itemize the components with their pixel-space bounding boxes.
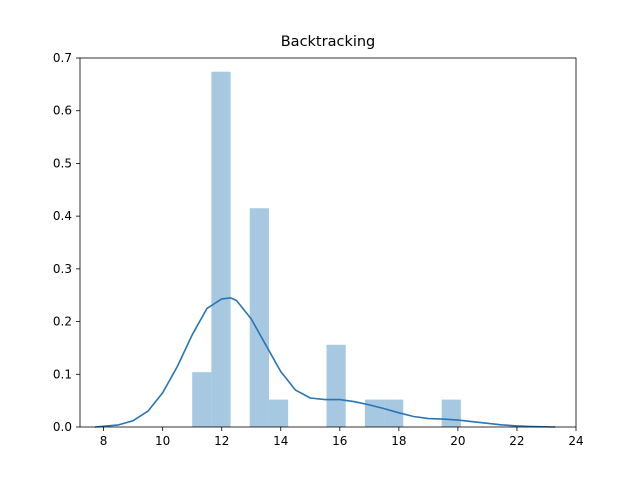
x-tick-label-1: 10 [155,434,170,448]
x-tick-label-0: 8 [100,434,108,448]
histogram-bar-2 [249,208,269,427]
y-tick-label-2: 0.2 [53,315,72,329]
histogram-bar-5 [364,399,385,427]
histogram-bar-7 [441,399,461,427]
y-tick-label-6: 0.6 [53,104,72,118]
x-tick-label-8: 24 [568,434,583,448]
kde-line [94,297,556,428]
histogram-bar-4 [326,344,346,427]
histogram-bar-6 [384,399,404,427]
x-tick-label-7: 22 [509,434,524,448]
chart-title: Backtracking [280,34,376,50]
x-tick-label-2: 12 [214,434,229,448]
histogram-bar-0 [192,372,212,427]
histogram-bar-3 [268,399,289,427]
y-tick-label-3: 0.3 [53,262,72,276]
y-tick-label-7: 0.7 [53,51,72,65]
axes-frame [79,57,577,428]
y-tick-label-4: 0.4 [53,209,72,223]
x-tick-label-3: 14 [273,434,288,448]
y-tick-label-1: 0.1 [53,367,72,381]
x-tick-label-5: 18 [391,434,406,448]
histogram-bar-1 [211,71,231,427]
x-tick-label-6: 20 [450,434,465,448]
x-tick-label-4: 16 [332,434,347,448]
y-tick-label-0: 0.0 [53,420,72,434]
y-tick-label-5: 0.5 [53,156,72,170]
